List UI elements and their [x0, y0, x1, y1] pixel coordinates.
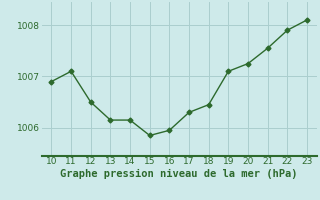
X-axis label: Graphe pression niveau de la mer (hPa): Graphe pression niveau de la mer (hPa): [60, 169, 298, 179]
